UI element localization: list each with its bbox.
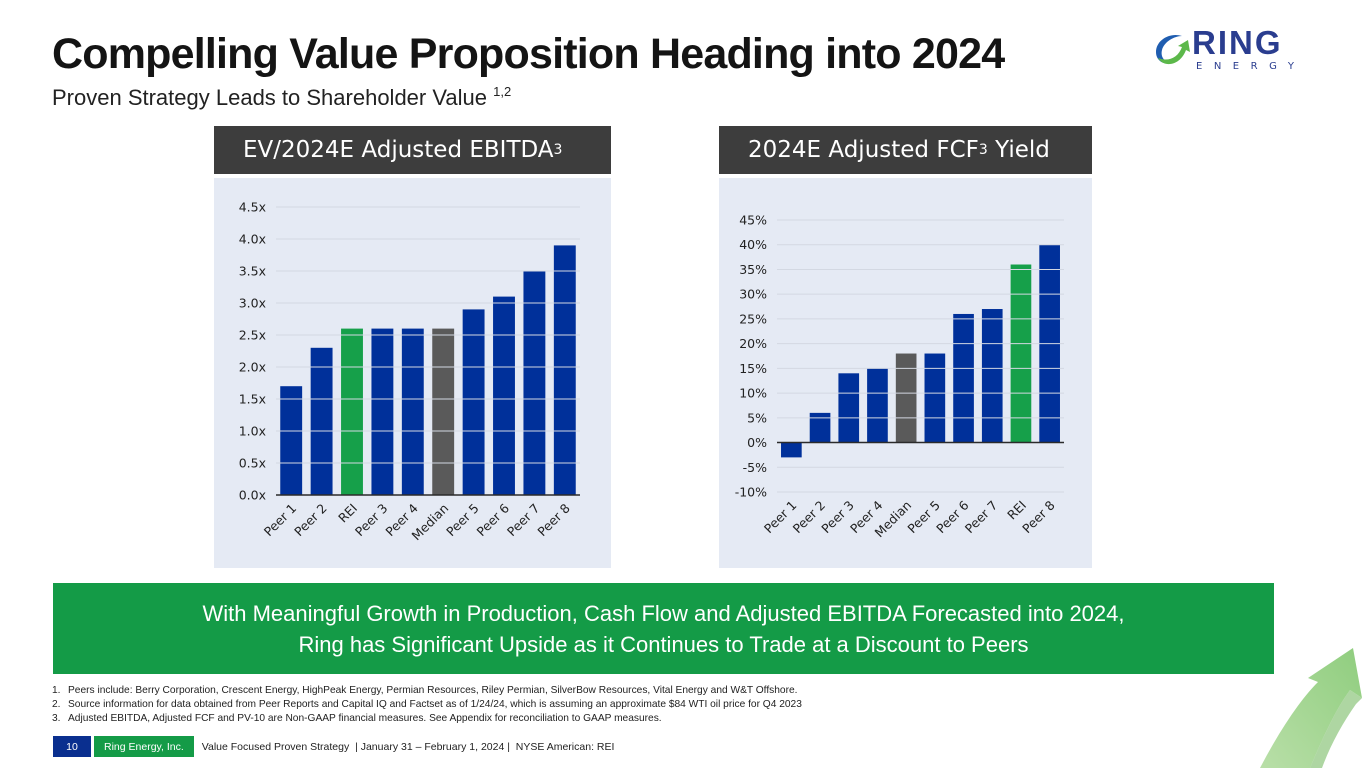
footnotes: 1. Peers include: Berry Corporation, Cres… <box>52 684 802 726</box>
ev-ebitda-header-text: EV/2024E Adjusted EBITDA <box>243 137 554 163</box>
fcf-yield-ytick-label: 30% <box>739 287 767 302</box>
ev-ebitda-xtick-label: Peer 3 <box>352 501 391 540</box>
fcf-yield-ytick-label: 15% <box>739 361 767 376</box>
banner-line-1: With Meaningful Growth in Production, Ca… <box>202 600 1125 626</box>
fcf-yield-bar-peer-3 <box>838 373 860 443</box>
ev-ebitda-ytick-label: 2.0x <box>239 360 266 375</box>
footnote-3: 3. Adjusted EBITDA, Adjusted FCF and PV-1… <box>52 713 662 724</box>
ev-ebitda-bar-peer-3 <box>371 328 394 495</box>
ev-ebitda-ytick-label: 1.5x <box>239 392 266 407</box>
fcf-yield-bar-peer-6 <box>953 313 974 443</box>
subtitle-footnote-ref: 1,2 <box>493 84 512 99</box>
fcf-yield-bar-median <box>895 353 917 443</box>
banner-line-2: Ring has Significant Upside as it Contin… <box>298 631 1029 657</box>
ev-ebitda-bar-peer-2 <box>310 347 333 495</box>
fcf-yield-bar-peer-2 <box>809 412 831 443</box>
fcf-header-post: Yield <box>987 137 1050 163</box>
ev-ebitda-bar-peer-7 <box>523 271 546 495</box>
logo-subtext: ENERGY <box>1196 61 1306 72</box>
ev-ebitda-xtick-label: Peer 7 <box>504 501 543 540</box>
ev-ebitda-ytick-label: 0.0x <box>239 488 266 503</box>
fcf-yield-ytick-label: -10% <box>735 485 767 500</box>
ev-ebitda-header-sup: 3 <box>553 142 563 158</box>
ring-energy-logo: RING ENERGY <box>1152 24 1317 78</box>
ev-ebitda-ytick-label: 3.5x <box>239 264 266 279</box>
key-message-banner: With Meaningful Growth in Production, Ca… <box>53 583 1274 674</box>
footnote-1: 1. Peers include: Berry Corporation, Cres… <box>52 685 798 696</box>
ev-ebitda-ytick-label: 2.5x <box>239 328 266 343</box>
fcf-yield-ytick-label: 5% <box>747 410 767 425</box>
fcf-yield-ytick-label: 10% <box>739 386 767 401</box>
page-subtitle: Proven Strategy Leads to Shareholder Val… <box>52 84 511 111</box>
fcf-yield-ytick-label: 25% <box>739 311 767 326</box>
ev-ebitda-bar-peer-5 <box>462 309 485 495</box>
fcf-yield-xtick-label: Peer 8 <box>1019 497 1058 536</box>
fcf-yield-bar-peer-1 <box>781 442 802 458</box>
ev-ebitda-xtick-label: Peer 2 <box>291 501 330 540</box>
fcf-yield-xtick-label: Peer 7 <box>962 498 1001 537</box>
fcf-yield-ytick-label: 20% <box>739 336 767 351</box>
fcf-yield-chart: -10% -5% 0% 5% 10% 15% 20% 25% 30% 35% 40% 45% Peer … <box>735 213 1064 540</box>
ev-ebitda-bar-peer-1 <box>280 386 303 495</box>
fcf-yield-chart-header: 2024E Adjusted FCF 3 Yield <box>719 126 1092 174</box>
ev-ebitda-ytick-label: 0.5x <box>239 456 266 471</box>
fcf-yield-ytick-label: 35% <box>739 262 767 277</box>
fcf-yield-ytick-label: -5% <box>743 460 767 475</box>
ev-ebitda-xtick-label: Peer 1 <box>261 501 300 540</box>
ev-ebitda-bar-peer-8 <box>553 245 576 495</box>
ev-ebitda-chart-panel: 0.0x 0.5x 1.0x 1.5x 2.0x 2.5x 3.0x 3.5x 4.0x 4.5x… <box>214 178 611 568</box>
footer-text: Value Focused Proven Strategy | January … <box>201 740 615 753</box>
fcf-yield-bar-peer-4 <box>867 368 888 443</box>
page-number: 10 <box>53 736 91 757</box>
logo-wordmark: RING <box>1192 24 1283 61</box>
fcf-yield-chart-panel: -10% -5% 0% 5% 10% 15% 20% 25% 30% 35% 40% 45% Peer … <box>719 178 1092 568</box>
ev-ebitda-chart-header: EV/2024E Adjusted EBITDA 3 <box>214 126 611 174</box>
footnote-2: 2. Source information for data obtained f… <box>52 699 802 710</box>
ev-ebitda-ytick-label: 1.0x <box>239 424 266 439</box>
ev-ebitda-bar-peer-4 <box>401 328 424 495</box>
ev-ebitda-xtick-label: Peer 8 <box>534 500 573 539</box>
ev-ebitda-bar-peer-6 <box>493 296 515 495</box>
ev-ebitda-ytick-label: 3.0x <box>239 296 266 311</box>
subtitle-text: Proven Strategy Leads to Shareholder Val… <box>52 85 487 110</box>
fcf-yield-ytick-label: 40% <box>739 237 767 252</box>
ev-ebitda-ytick-label: 4.0x <box>239 232 266 247</box>
ev-ebitda-chart: 0.0x 0.5x 1.0x 1.5x 2.0x 2.5x 3.0x 3.5x 4.0x 4.5x… <box>239 200 580 543</box>
fcf-yield-ytick-label: 0% <box>747 435 767 450</box>
ev-ebitda-xtick-label: Peer 6 <box>474 500 513 539</box>
ev-ebitda-ytick-label: 4.5x <box>239 200 266 215</box>
fcf-yield-bar-rei <box>1010 264 1032 443</box>
slide-footer: 10 Ring Energy, Inc. Value Focused Prove… <box>53 736 614 757</box>
fcf-yield-bar-peer-7 <box>981 309 1003 443</box>
fcf-yield-bar-peer-5 <box>924 353 946 443</box>
page-title: Compelling Value Proposition Heading int… <box>52 30 1005 78</box>
fcf-header-sup: 3 <box>978 142 988 158</box>
ev-ebitda-xtick-label: REI <box>335 501 360 526</box>
growth-arrow-icon <box>1260 648 1362 768</box>
ev-ebitda-bar-rei <box>341 328 363 495</box>
fcf-yield-ytick-label: 45% <box>739 213 767 228</box>
fcf-header-pre: 2024E Adjusted FCF <box>748 137 979 163</box>
ev-ebitda-xtick-label: Peer 5 <box>443 501 482 540</box>
company-tag: Ring Energy, Inc. <box>94 736 194 757</box>
ring-swirl-icon <box>1156 34 1190 65</box>
ev-ebitda-bar-median <box>432 328 455 495</box>
